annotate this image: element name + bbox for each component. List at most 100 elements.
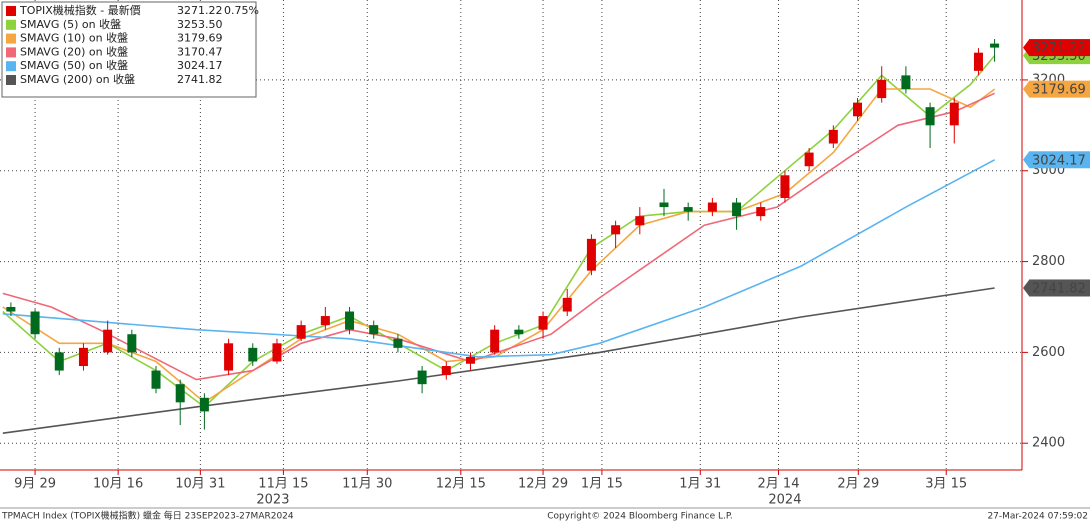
candle-body [441, 366, 451, 376]
candle-body [659, 202, 669, 208]
price-tag [1029, 279, 1090, 297]
legend-box [1, 1, 257, 98]
candle-body [175, 384, 185, 403]
y-tick-label: 2400 [1032, 436, 1065, 451]
candle-body [804, 152, 814, 167]
price-tag-label: 3179.69 [1032, 83, 1086, 98]
candle-body [490, 329, 500, 353]
candle-body [417, 370, 427, 385]
candle-body [369, 325, 379, 335]
marks [2, 39, 1000, 434]
price-tag-pointer [1023, 279, 1029, 296]
candle-body [853, 102, 863, 117]
legend-swatch [6, 19, 16, 30]
candle-body [901, 75, 911, 90]
x-tick-label: 11月 30 [342, 477, 392, 492]
price-tag [1029, 39, 1090, 57]
candle-body [990, 43, 1000, 48]
legend-label: SMAVG (50) on 收盤 [20, 58, 128, 72]
legend-label: SMAVG (5) on 收盤 [20, 17, 121, 31]
legend-value: 3024.17 [177, 59, 223, 72]
x-tick-label: 12月 29 [518, 477, 568, 492]
price-tag-label: 3271.22 [1032, 41, 1086, 56]
legend-label: SMAVG (10) on 收盤 [20, 31, 128, 45]
candle-body [514, 329, 524, 335]
candle-body [78, 347, 88, 367]
candle-body [224, 343, 234, 371]
legend-swatch [6, 6, 16, 16]
year-label: 2023 [256, 493, 289, 508]
candle-body [949, 102, 959, 126]
candle-body [296, 325, 306, 339]
x-tick-label: 10月 16 [93, 477, 143, 492]
legend-label: TOPIX機械指数 - 最新價 [19, 3, 141, 17]
price-tag [1029, 80, 1090, 98]
legend-value: 3253.50 [177, 18, 223, 31]
x-tick-label: 1月 15 [581, 477, 623, 492]
price-tag-label: 2741.82 [1032, 281, 1086, 296]
legend-value: 2741.82 [177, 73, 223, 86]
candle-body [393, 338, 403, 348]
legend: TOPIX機械指数 - 最新價 3271.22 SMAVG (5) on 收盤 325… [1, 1, 259, 98]
legend-value: 3179.69 [177, 32, 223, 45]
candle-body [756, 207, 766, 217]
legend-swatch [6, 33, 16, 44]
y-tick-label: 2600 [1032, 345, 1065, 360]
candle-body [248, 347, 258, 362]
candle-body [683, 207, 693, 212]
year-label: 2024 [768, 493, 801, 508]
candle-body [465, 356, 475, 364]
footer-center: Copyright© 2024 Bloomberg Finance L.P. [547, 512, 732, 522]
candle-body [828, 129, 838, 144]
candle-body [345, 311, 355, 330]
legend-label: SMAVG (20) on 收盤 [20, 44, 128, 58]
candle-body [30, 311, 40, 335]
candle-body [6, 306, 16, 312]
price-tag-pointer [1023, 81, 1029, 98]
price-tag-label: 3024.17 [1032, 153, 1086, 168]
ma-line [2, 287, 995, 434]
candle-body [272, 343, 282, 362]
candle-body [320, 316, 330, 326]
candle-body [925, 107, 935, 126]
candle-body [562, 297, 572, 312]
candle-body [780, 175, 790, 198]
x-tick-label: 11月 15 [258, 477, 308, 492]
x-tick-label: 2月 14 [758, 477, 800, 492]
x-tick-label: 10月 31 [175, 477, 225, 492]
candle-body [127, 334, 137, 353]
x-tick-label: 9月 29 [14, 477, 56, 492]
legend-swatch [6, 61, 16, 72]
footer-right: 27-Mar-2024 07:59:02 [987, 512, 1088, 522]
y-tick-label: 2800 [1032, 254, 1065, 269]
candle-body [199, 397, 209, 412]
candle-body [877, 79, 887, 99]
legend-swatch [6, 47, 16, 58]
footer-left: TPMACH Index (TOPIX機械指數) 蠟金 每日 23SEP2023… [1, 510, 294, 522]
price-tag [1029, 151, 1090, 169]
candle-body [635, 216, 645, 226]
legend-change: 0.75% [224, 4, 259, 17]
x-tick-label: 2月 29 [837, 477, 879, 492]
candle-body [103, 329, 113, 353]
legend-swatch [6, 75, 16, 85]
ma-line [2, 159, 995, 358]
candle-body [538, 316, 548, 330]
candle-body [54, 352, 64, 371]
candle-body [586, 238, 596, 271]
legend-value: 3170.47 [177, 45, 223, 58]
price-tag-pointer [1023, 39, 1029, 56]
price-tag-pointer [1023, 151, 1029, 168]
candle-body [151, 370, 161, 389]
x-tick-label: 1月 31 [679, 477, 721, 492]
legend-label: SMAVG (200) on 收盤 [20, 72, 135, 86]
x-tick-label: 3月 15 [925, 477, 967, 492]
candle-body [732, 202, 742, 217]
legend-value: 3271.22 [177, 4, 223, 17]
candle-body [611, 225, 621, 235]
candle-body [707, 202, 717, 212]
candle-body [973, 52, 983, 71]
x-tick-label: 12月 15 [436, 477, 486, 492]
